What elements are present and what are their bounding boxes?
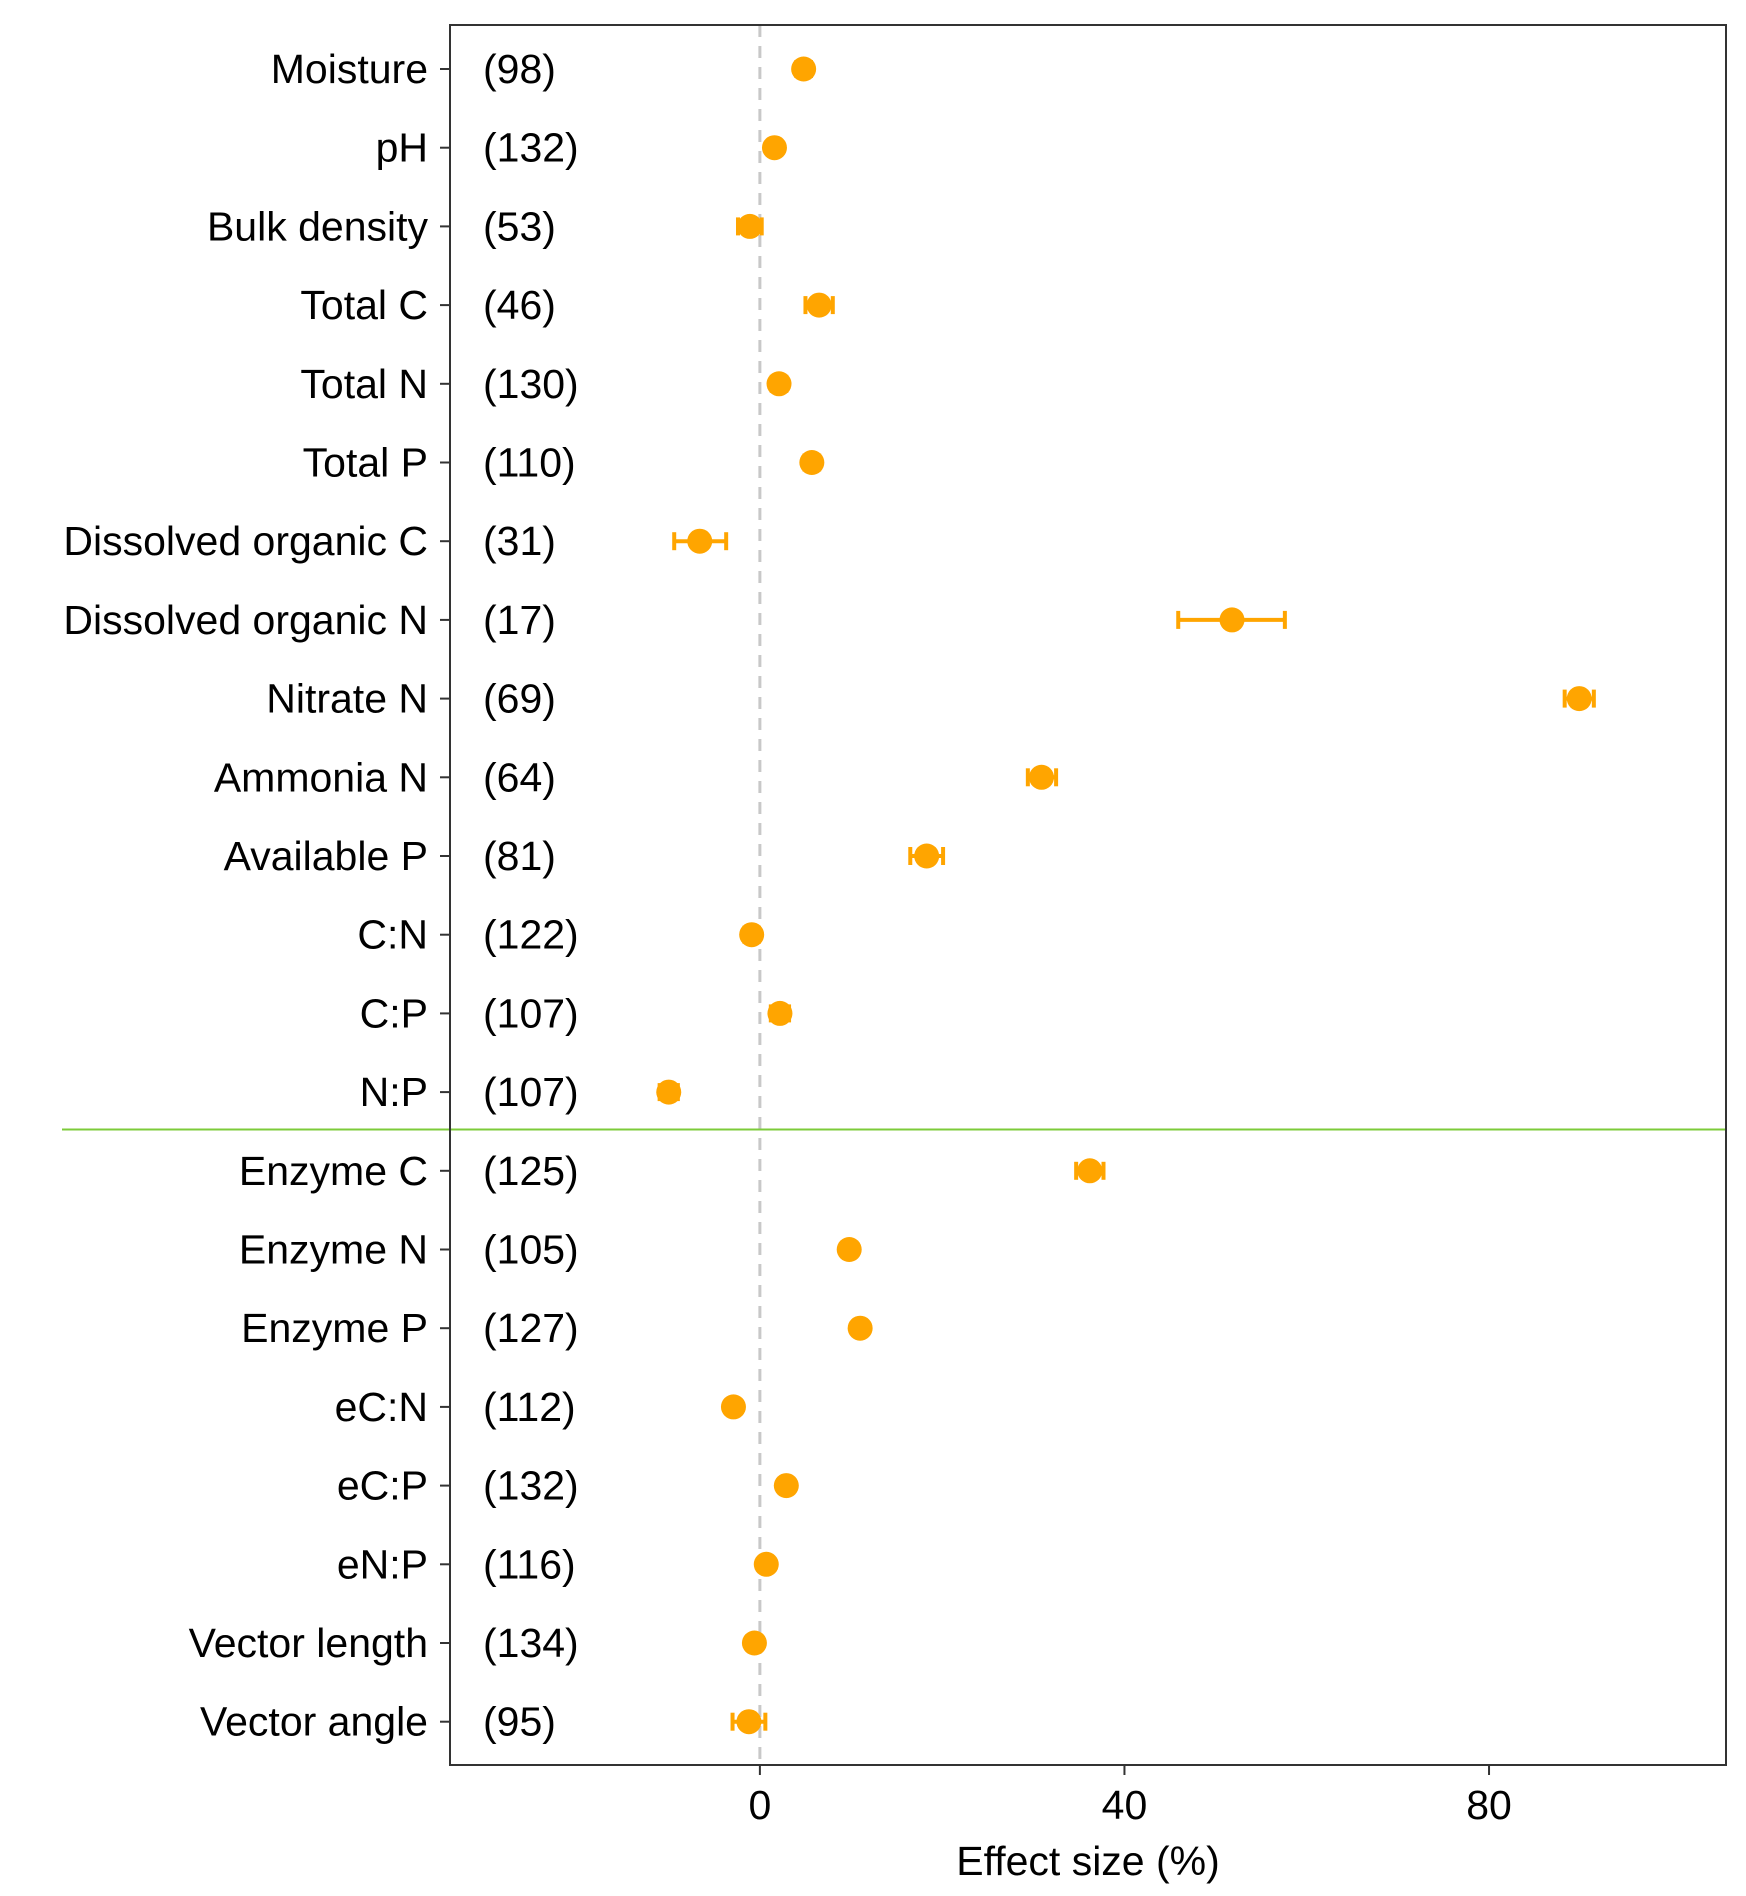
y-tick-label-enzyme-p: Enzyme P <box>241 1305 428 1351</box>
sample-size-ec-n: (112) <box>483 1384 576 1430</box>
point-nitrate-n <box>1566 686 1592 712</box>
data-layer <box>656 56 1596 1735</box>
point-c-n <box>739 922 765 948</box>
point-moisture <box>791 56 817 82</box>
point-dissolved-organic-n <box>1219 607 1245 633</box>
sample-size-n-p: (107) <box>483 1069 579 1115</box>
x-tick-label-40: 40 <box>1102 1782 1148 1828</box>
point-total-n <box>766 371 792 397</box>
x-axis: 0 40 80 <box>440 68 1512 1828</box>
reference-layer <box>62 25 1726 1765</box>
sample-size-moisture: (98) <box>483 46 556 92</box>
y-tick-label-enzyme-n: Enzyme N <box>239 1227 428 1273</box>
point-total-c <box>806 292 832 318</box>
sample-size-ammonia-n: (64) <box>483 754 556 800</box>
sample-size-total-c: (46) <box>483 282 556 328</box>
sample-size-ec-p: (132) <box>483 1463 579 1509</box>
point-enzyme-p <box>847 1315 873 1341</box>
point-enzyme-n <box>836 1237 862 1262</box>
point-en-p <box>753 1551 779 1577</box>
point-ph <box>761 135 787 161</box>
sample-size-ph: (132) <box>483 125 579 171</box>
sample-size-c-p: (107) <box>483 990 579 1036</box>
point-available-p <box>914 843 940 869</box>
sample-size-dissolved-organic-n: (17) <box>483 597 556 643</box>
point-ec-p <box>773 1473 799 1499</box>
y-tick-label-c-p: C:P <box>360 990 428 1036</box>
sample-size-bulk-density: (53) <box>483 203 556 249</box>
y-tick-label-ec-n: eC:N <box>335 1384 428 1430</box>
sample-size-c-n: (122) <box>483 912 579 958</box>
y-tick-label-dissolved-organic-n: Dissolved organic N <box>63 597 428 643</box>
plot-frame <box>449 24 1727 1766</box>
point-bulk-density <box>737 213 763 239</box>
point-ammonia-n <box>1029 764 1055 790</box>
x-tick-label-0: 0 <box>748 1782 771 1828</box>
point-dissolved-organic-c <box>687 528 713 554</box>
y-tick-label-available-p: Available P <box>224 833 428 879</box>
sample-size-enzyme-n: (105) <box>483 1227 579 1273</box>
x-axis-title: Effect size (%) <box>956 1838 1220 1884</box>
y-tick-label-ec-p: eC:P <box>337 1463 428 1509</box>
y-tick-label-c-n: C:N <box>357 912 428 958</box>
y-tick-label-total-n: Total N <box>300 361 428 407</box>
y-tick-label-ammonia-n: Ammonia N <box>214 754 428 800</box>
label-layer: Moisture (98) pH (132) Bulk density (53) Total… <box>63 46 578 1745</box>
point-ec-n <box>720 1394 746 1420</box>
sample-size-vector-length: (134) <box>483 1620 579 1666</box>
point-vector-length <box>741 1630 767 1656</box>
sample-size-available-p: (81) <box>483 833 556 879</box>
sample-size-total-n: (130) <box>483 361 579 407</box>
y-tick-label-ph: pH <box>376 125 428 171</box>
point-enzyme-c <box>1077 1158 1103 1184</box>
y-tick-label-total-c: Total C <box>300 282 428 328</box>
point-c-p <box>767 1000 793 1026</box>
point-n-p <box>656 1079 682 1105</box>
y-tick-label-n-p: N:P <box>360 1069 428 1115</box>
y-tick-label-total-p: Total P <box>303 440 428 486</box>
sample-size-dissolved-organic-c: (31) <box>483 518 556 564</box>
y-tick-label-bulk-density: Bulk density <box>207 203 429 249</box>
y-tick-label-moisture: Moisture <box>271 46 428 92</box>
sample-size-nitrate-n: (69) <box>483 676 556 722</box>
y-tick-label-vector-angle: Vector angle <box>200 1699 428 1745</box>
sample-size-total-p: (110) <box>483 440 576 486</box>
y-tick-label-en-p: eN:P <box>337 1541 428 1587</box>
sample-size-enzyme-p: (127) <box>483 1305 579 1351</box>
sample-size-en-p: (116) <box>483 1541 576 1587</box>
y-tick-label-dissolved-organic-c: Dissolved organic C <box>63 518 428 564</box>
point-total-p <box>799 450 825 475</box>
sample-size-vector-angle: (95) <box>483 1699 556 1745</box>
sample-size-enzyme-c: (125) <box>483 1148 579 1194</box>
y-tick-label-nitrate-n: Nitrate N <box>266 676 428 722</box>
point-vector-angle <box>736 1709 762 1735</box>
x-tick-label-80: 80 <box>1466 1782 1512 1828</box>
y-tick-label-vector-length: Vector length <box>189 1620 428 1666</box>
y-tick-label-enzyme-c: Enzyme C <box>239 1148 428 1194</box>
